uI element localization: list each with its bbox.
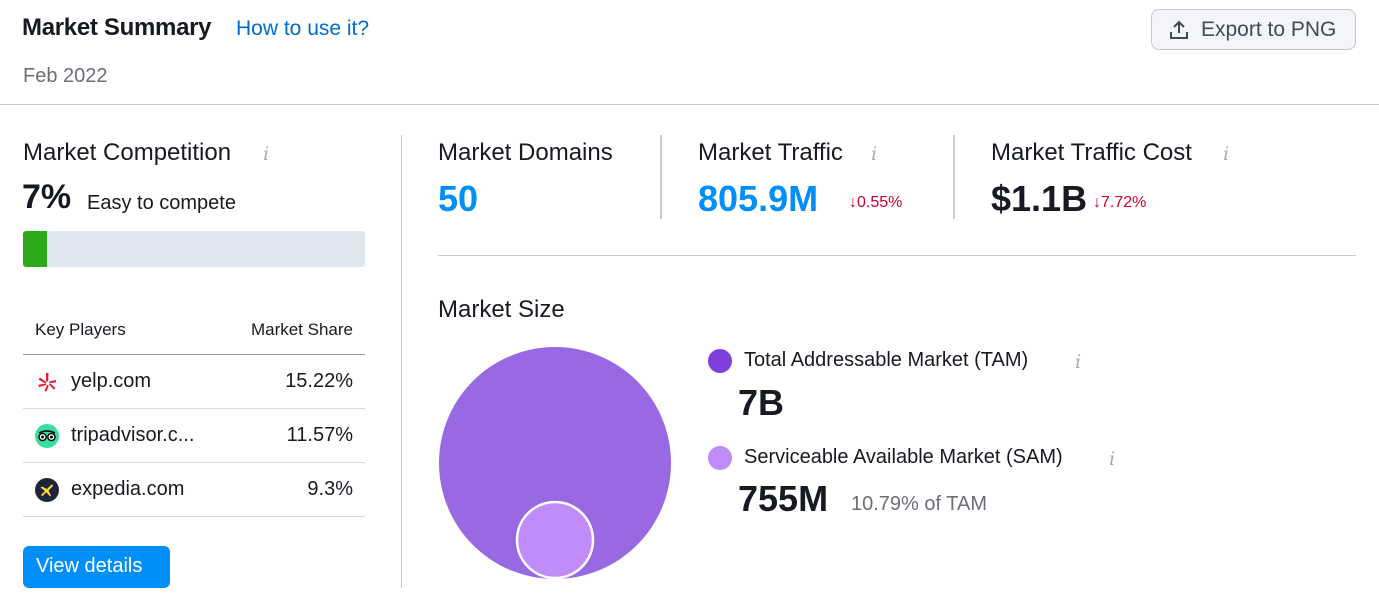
sam-legend-dot <box>708 446 732 470</box>
metric-divider <box>660 135 662 219</box>
section-divider <box>438 255 1356 256</box>
market-traffic-cost-change: ↓7.72% <box>1093 194 1147 211</box>
player-domain[interactable]: expedia.com <box>71 478 185 500</box>
export-label: Export to PNG <box>1201 18 1337 41</box>
metric-divider <box>953 135 955 219</box>
key-players-col-header: Key Players <box>35 320 126 339</box>
report-date: Feb 2022 <box>23 65 108 87</box>
info-icon[interactable]: i <box>263 143 270 165</box>
how-to-use-link[interactable]: How to use it? <box>236 17 370 40</box>
tam-circle <box>439 347 671 579</box>
upload-icon <box>1170 20 1188 39</box>
player-domain[interactable]: yelp.com <box>71 370 152 392</box>
market-domains-value[interactable]: 50 <box>438 178 479 219</box>
competition-progress-bar <box>23 231 365 267</box>
tam-label: Total Addressable Market (TAM) <box>744 349 1029 371</box>
sam-label: Serviceable Available Market (SAM) <box>744 446 1063 468</box>
table-row: yelp.com 15.22% <box>23 355 365 409</box>
player-share: 9.3% <box>307 478 353 500</box>
market-traffic-change: ↓0.55% <box>849 194 903 211</box>
expedia-icon <box>35 478 59 502</box>
export-png-button[interactable]: Export to PNG <box>1151 9 1356 50</box>
page-title: Market Summary <box>22 14 212 41</box>
table-row: expedia.com 9.3% <box>23 463 365 517</box>
page-header: Market Summary How to use it? Feb 2022 E… <box>0 0 1379 105</box>
tam-value: 7B <box>738 382 785 423</box>
view-details-button[interactable]: View details <box>23 546 170 588</box>
info-icon[interactable]: i <box>1223 143 1230 165</box>
market-traffic-cost-label: Market Traffic Cost <box>991 139 1192 166</box>
info-icon[interactable]: i <box>1109 448 1116 470</box>
key-players-header: Key Players Market Share <box>23 312 365 355</box>
info-icon[interactable]: i <box>1075 351 1082 373</box>
market-competition-title: Market Competition <box>23 139 232 166</box>
market-share-col-header: Market Share <box>250 320 353 339</box>
tam-legend-dot <box>708 349 732 373</box>
table-row: tripadvisor.c... 11.57% <box>23 409 365 463</box>
competition-value: 7% <box>22 178 72 216</box>
market-traffic-value[interactable]: 805.9M <box>698 178 819 219</box>
view-details-label: View details <box>36 555 143 577</box>
market-domains-label: Market Domains <box>438 139 613 166</box>
player-share: 11.57% <box>286 424 353 446</box>
player-domain[interactable]: tripadvisor.c... <box>71 424 195 446</box>
sam-circle <box>515 500 595 580</box>
market-traffic-label: Market Traffic <box>698 139 843 166</box>
column-divider <box>401 135 402 588</box>
sam-value: 755M <box>738 478 829 519</box>
competition-progress-fill <box>23 231 47 267</box>
tripadvisor-icon <box>35 424 59 448</box>
competition-description: Easy to compete <box>87 192 236 214</box>
info-icon[interactable]: i <box>871 143 878 165</box>
yelp-icon <box>38 373 57 392</box>
sam-percent-of-tam: 10.79% of TAM <box>851 493 987 515</box>
market-size-title: Market Size <box>438 296 565 323</box>
player-share: 15.22% <box>285 370 353 392</box>
market-traffic-cost-value: $1.1B <box>991 178 1088 219</box>
market-size-circles <box>439 347 671 580</box>
